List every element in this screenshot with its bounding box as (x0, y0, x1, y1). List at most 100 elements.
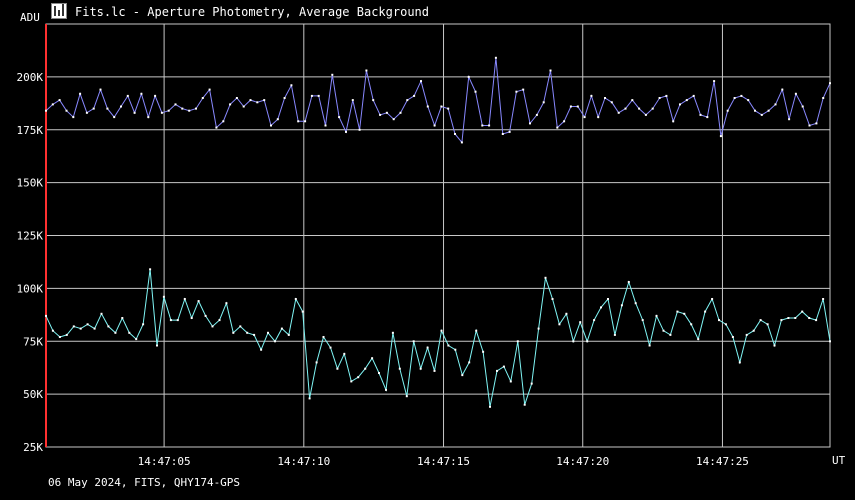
data-point (558, 323, 561, 326)
data-point (699, 113, 702, 116)
data-point (697, 338, 700, 341)
data-point (135, 338, 138, 341)
data-point (711, 298, 714, 300)
data-point (535, 113, 538, 116)
data-point (474, 90, 477, 93)
data-point (351, 99, 354, 102)
data-point (267, 331, 269, 334)
data-point (794, 317, 797, 319)
data-point (225, 302, 228, 305)
data-point (239, 325, 242, 328)
data-point (126, 94, 129, 97)
data-point (620, 304, 623, 307)
data-point (343, 352, 346, 355)
data-point (774, 103, 777, 106)
data-point (420, 80, 422, 83)
data-point (766, 323, 769, 326)
data-point (113, 116, 116, 119)
data-point (731, 336, 734, 338)
data-point (781, 88, 784, 91)
data-point (461, 374, 464, 377)
data-point (99, 88, 102, 91)
data-point (426, 346, 429, 349)
data-point (276, 118, 279, 121)
data-point (162, 295, 165, 298)
data-point (413, 94, 416, 97)
data-point (169, 319, 172, 322)
data-point (713, 80, 716, 83)
y-tick-label: 175K (17, 124, 44, 137)
data-point (665, 94, 668, 97)
data-point (662, 329, 665, 332)
data-point (672, 120, 675, 123)
y-tick-label: 100K (17, 282, 44, 295)
data-point (301, 310, 304, 313)
x-tick-label: 14:47:15 (417, 455, 470, 468)
data-point (45, 314, 47, 317)
data-point (364, 367, 367, 370)
data-point (336, 367, 339, 370)
data-point (329, 346, 332, 349)
data-point (160, 111, 163, 114)
data-point (331, 73, 334, 76)
data-point (787, 317, 790, 319)
data-point (583, 116, 586, 119)
data-point (345, 130, 347, 133)
data-point (454, 348, 457, 351)
data-point (385, 388, 387, 391)
data-point (167, 109, 170, 112)
data-point (565, 312, 568, 315)
data-point (738, 361, 741, 364)
data-point (593, 319, 596, 322)
data-point (829, 82, 831, 85)
data-point (260, 348, 263, 351)
data-point (317, 94, 320, 97)
data-point (372, 99, 375, 102)
data-point (754, 109, 756, 112)
data-point (822, 97, 825, 99)
data-point (229, 103, 232, 106)
data-point (808, 124, 811, 127)
data-point (324, 124, 327, 127)
data-point (140, 92, 143, 95)
data-point (808, 317, 811, 319)
data-point (537, 327, 540, 330)
data-point (607, 298, 609, 300)
data-point (253, 333, 256, 336)
y-tick-label: 125K (17, 230, 44, 243)
data-point (215, 126, 218, 129)
x-tick-label: 14:47:20 (556, 455, 609, 468)
y-axis-unit-label: ADU (20, 11, 40, 24)
data-point (93, 327, 96, 330)
data-point (651, 107, 654, 110)
data-point (726, 109, 729, 112)
data-point (51, 103, 54, 106)
data-point (358, 128, 361, 131)
data-point (274, 340, 276, 343)
data-point (133, 111, 136, 114)
data-point (149, 268, 152, 271)
data-point (79, 327, 82, 330)
data-point (379, 113, 382, 116)
data-point (822, 298, 825, 300)
data-point (488, 124, 491, 127)
data-point (72, 325, 75, 328)
data-point (752, 329, 755, 332)
data-point (624, 107, 627, 110)
data-point (502, 365, 505, 368)
data-point (685, 99, 688, 102)
data-point (338, 116, 341, 119)
data-point (65, 109, 68, 112)
data-point (692, 94, 695, 97)
data-point (197, 300, 200, 303)
data-point (440, 329, 443, 332)
data-point (522, 88, 525, 91)
data-point (128, 331, 131, 334)
data-point (58, 99, 61, 102)
y-tick-label: 25K (23, 441, 43, 454)
data-point (718, 319, 720, 322)
data-point (249, 99, 252, 102)
data-point (201, 97, 204, 99)
data-point (676, 310, 679, 313)
data-point (392, 118, 395, 121)
